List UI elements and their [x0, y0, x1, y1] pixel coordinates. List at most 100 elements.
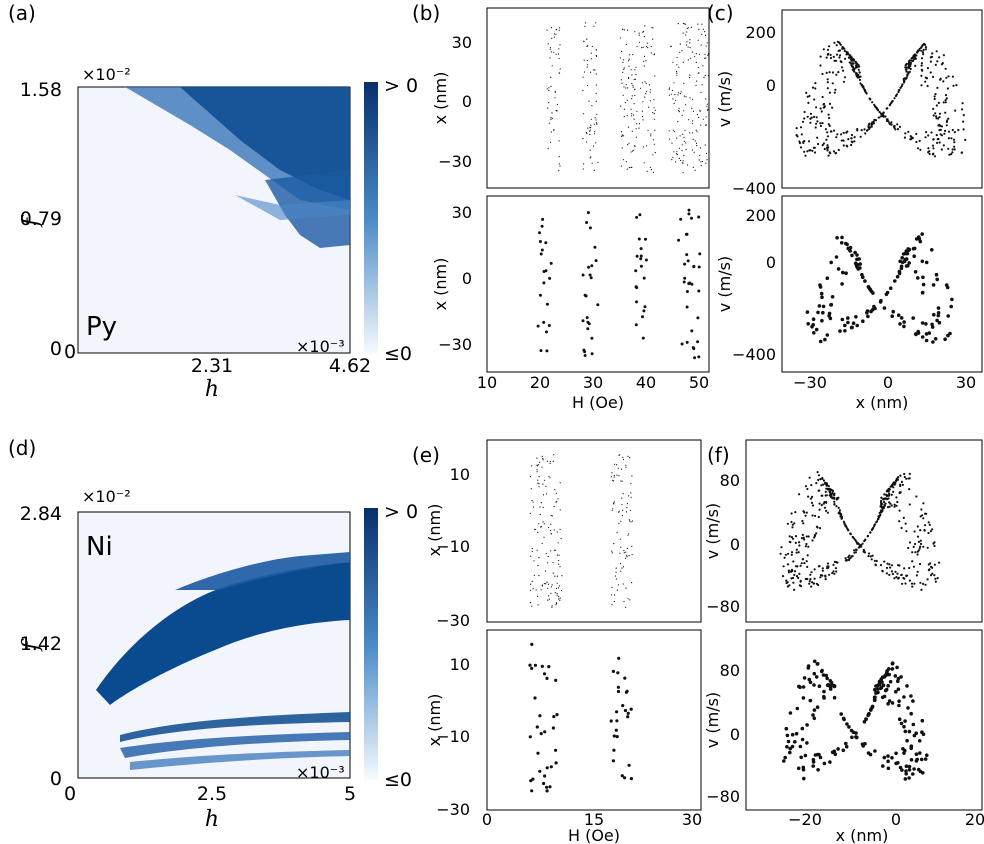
scatter-point: [541, 542, 543, 545]
scatter-point: [919, 581, 922, 584]
scatter-point: [803, 150, 806, 153]
scatter-point: [801, 533, 804, 537]
scatter-point: [620, 468, 623, 470]
scatter-point: [951, 128, 954, 132]
scatter-point: [672, 89, 674, 92]
scatter-point: [646, 90, 648, 92]
scatter-point: [886, 759, 890, 764]
scatter-point: [929, 60, 933, 63]
scatter-point: [621, 50, 623, 52]
scatter-point: [952, 84, 955, 87]
material-label-d: Ni: [86, 532, 113, 562]
scatter-point: [538, 714, 542, 718]
scatter-point: [897, 717, 902, 721]
scatter-point: [875, 520, 879, 523]
scatter-point: [838, 509, 842, 512]
scatter-point: [686, 44, 688, 46]
scatter-point: [590, 156, 592, 158]
scatter-point: [628, 65, 630, 67]
scatter-point: [650, 133, 652, 135]
scatter-point: [885, 107, 888, 110]
scatter-point: [805, 310, 810, 314]
scatter-point: [622, 566, 625, 568]
scatter-point: [628, 167, 631, 169]
scatter-point: [622, 71, 624, 73]
scatter-point: [840, 139, 843, 142]
scatter-point: [545, 583, 547, 585]
plot-area-e-top: [486, 439, 702, 623]
scatter-point: [851, 321, 856, 326]
scatter-point: [812, 582, 815, 585]
scatter-point: [547, 43, 549, 45]
scatter-point: [540, 502, 542, 504]
scatter-point: [550, 515, 552, 517]
scatter-point: [668, 87, 671, 89]
scatter-point: [918, 47, 921, 50]
scatter-point: [835, 73, 838, 76]
y-tick-f-bot-0: 80: [720, 661, 740, 680]
scatter-point: [638, 123, 641, 125]
scatter-point: [533, 696, 537, 700]
scatter-point: [932, 147, 935, 150]
scatter-point: [701, 84, 703, 86]
scatter-point: [901, 252, 906, 256]
scatter-point: [548, 276, 552, 280]
scatter-point: [539, 732, 543, 736]
scatter-point: [877, 682, 882, 687]
scatter-point: [652, 171, 655, 173]
scatter-point: [829, 303, 833, 307]
points-f-bottom: [782, 659, 929, 781]
scatter-point: [923, 529, 926, 532]
scatter-point: [700, 165, 702, 167]
scatter-point: [893, 674, 898, 678]
scatter-point: [863, 128, 866, 131]
scatter-point: [595, 49, 597, 51]
scatter-point: [544, 570, 547, 572]
scatter-point: [595, 55, 598, 58]
scatter-point: [683, 140, 686, 142]
scatter-point: [644, 258, 648, 262]
scatter-point: [910, 582, 914, 585]
scatter-point: [815, 532, 818, 535]
scatter-point: [621, 497, 623, 499]
scatter-point: [919, 542, 923, 546]
scatter-point: [947, 117, 950, 120]
scatter-point: [582, 168, 584, 170]
scatter-point: [539, 513, 541, 516]
scatter-point: [916, 553, 919, 556]
scatter-point: [798, 584, 801, 587]
scatter-point: [912, 767, 916, 771]
scatter-point: [837, 148, 840, 152]
scatter-point: [892, 486, 895, 489]
scatter-point: [889, 502, 892, 505]
scatter-point: [824, 673, 829, 678]
scatter-point: [593, 69, 595, 71]
scatter-point: [629, 520, 631, 522]
scatter-point: [547, 147, 549, 150]
scatter-point: [891, 309, 895, 314]
scatter-point: [817, 478, 820, 482]
scatter-point: [553, 454, 555, 456]
scatter-point: [814, 82, 817, 85]
scatter-point: [594, 133, 596, 135]
scatter-point: [557, 542, 559, 544]
scatter-point: [706, 152, 708, 154]
scatter-point: [551, 584, 553, 586]
scatter-point: [596, 303, 600, 307]
x-tick-b-3: 40: [636, 373, 656, 392]
scatter-point: [547, 555, 549, 558]
scatter-point: [628, 495, 630, 497]
scatter-point: [840, 517, 843, 520]
scatter-point: [794, 541, 797, 545]
scatter-point: [826, 78, 829, 81]
scatter-point: [799, 126, 803, 129]
scatter-point: [843, 76, 847, 79]
scatter-point: [681, 162, 684, 164]
scatter-point: [648, 106, 650, 108]
scatter-point: [696, 340, 700, 344]
y-tick-f-bot-1: 0: [730, 725, 740, 744]
scatter-point: [541, 217, 545, 221]
scatter-point: [952, 138, 956, 141]
scatter-point: [896, 128, 900, 131]
scatter-point: [919, 515, 922, 518]
